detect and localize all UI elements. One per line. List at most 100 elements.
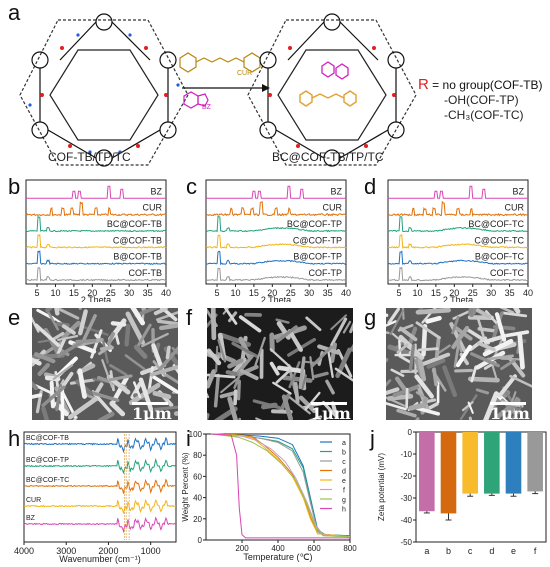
- sem-grain: [134, 308, 160, 318]
- sem-grain: [325, 379, 335, 395]
- y-tick-label: -40: [400, 516, 412, 525]
- panel-label-a: a: [8, 0, 21, 25]
- y-axis-label: Zeta potential (mV): [377, 453, 386, 521]
- y-tick-label: 80: [193, 451, 202, 460]
- legend-label: f: [343, 488, 345, 495]
- x-tick-label: 10: [230, 288, 240, 298]
- sem-grain: [455, 344, 473, 368]
- sem-grain: [414, 374, 434, 399]
- xrd-trace-cur: [25, 201, 167, 217]
- sem-grain: [72, 416, 78, 420]
- sem-grain: [147, 366, 154, 392]
- sem-grain: [452, 325, 473, 341]
- sem-grain: [207, 348, 222, 366]
- sem-grain: [417, 355, 427, 382]
- sem-grain: [135, 323, 152, 349]
- series-label: BC@COF-TC: [468, 219, 524, 229]
- series-label: C@COF-TC: [474, 235, 524, 245]
- x-axis-label: Wavenumber (cm⁻¹): [59, 554, 140, 564]
- sem-grain: [415, 406, 441, 416]
- sem-grain: [305, 316, 322, 332]
- sem-grain: [67, 396, 98, 420]
- sem-grain: [37, 362, 50, 377]
- x-tick-label: 35: [143, 288, 153, 298]
- sem-grain: [157, 319, 178, 326]
- legend-label: b: [342, 450, 346, 457]
- sem-grain: [159, 323, 178, 331]
- sem-grain: [415, 321, 441, 340]
- sem-grain: [275, 318, 290, 324]
- sem-grain: [59, 387, 77, 419]
- tga-curve-b: [211, 433, 351, 537]
- cof-right-framework: [247, 13, 417, 167]
- sem-grain: [32, 393, 43, 399]
- cur-guest-in-pore: [299, 90, 357, 107]
- zeta-bar-e: [505, 432, 522, 494]
- x-axis-label: Temperature (℃): [243, 552, 312, 562]
- sem-grain: [130, 308, 146, 326]
- sem-grain: [111, 375, 129, 404]
- legend-label: h: [342, 507, 346, 514]
- sem-grain: [275, 368, 292, 384]
- sem-grain: [217, 338, 227, 363]
- y-tick-label: 0: [198, 536, 203, 545]
- y-tick-label: 40: [193, 494, 202, 503]
- sem-grain: [476, 341, 496, 352]
- legend-label: e: [342, 478, 346, 485]
- sem-grain: [330, 317, 348, 347]
- x-tick-label: 15: [249, 288, 259, 298]
- sem-grain: [34, 323, 61, 348]
- x-axis-label: 2 Theta: [81, 295, 111, 302]
- ftir-trace: [23, 498, 176, 514]
- sem-grain: [231, 341, 259, 358]
- sem-grain: [500, 311, 528, 318]
- sem-grain: [153, 405, 178, 411]
- sem-grain: [55, 321, 70, 328]
- panel-label-d: d: [364, 174, 377, 199]
- sem-grain: [41, 406, 50, 420]
- sem-grain: [298, 356, 306, 390]
- legend-label: a: [342, 440, 346, 447]
- sem-grain: [330, 314, 348, 331]
- sem-grain: [490, 311, 504, 343]
- sem-grain: [213, 373, 221, 408]
- sem-grain: [517, 333, 525, 370]
- y-tick-label: 20: [193, 515, 202, 524]
- sem-grain: [426, 358, 446, 369]
- y-tick-label: -20: [400, 472, 412, 481]
- x-tick-label: 3000: [56, 546, 76, 556]
- sem-image-g: 1μm: [386, 308, 532, 420]
- sem-grain: [501, 386, 521, 415]
- sem-grain: [512, 308, 521, 314]
- legend-label: d: [342, 469, 346, 476]
- sem-grain: [165, 345, 171, 360]
- tga-curve-c: [211, 433, 351, 538]
- sem-grain: [309, 356, 315, 381]
- sem-grain: [124, 354, 146, 371]
- panel-label-f: f: [186, 305, 193, 330]
- sem-grain: [396, 408, 417, 418]
- xrd-trace-bc-at-cof-tb: [25, 215, 167, 233]
- sem-grain: [158, 345, 178, 371]
- sem-grain: [482, 338, 514, 357]
- cur-tag: CUR: [237, 70, 253, 77]
- sem-grain: [415, 391, 429, 401]
- xrd-trace-bz: [26, 185, 166, 199]
- r-line3: -CH₃(COF-TC): [444, 108, 524, 122]
- series-label: C@COF-TP: [293, 235, 342, 245]
- y-tick-label: -30: [400, 494, 412, 503]
- panel-label-g: g: [364, 305, 377, 330]
- x-tick-label: 10: [412, 288, 422, 298]
- sem-grain: [220, 376, 241, 394]
- cur-molecule: [179, 52, 261, 73]
- sem-grain: [417, 347, 439, 352]
- series-label: BZ: [512, 186, 524, 196]
- tga-curve-d: [211, 433, 351, 538]
- x-tick-label: c: [468, 546, 473, 556]
- sem-grain: [392, 385, 419, 398]
- sem-grain: [77, 368, 87, 399]
- scale-label-e: 1μm: [132, 404, 172, 420]
- x-tick-label: 20: [449, 288, 459, 298]
- series-label: BZ: [26, 515, 36, 522]
- sem-grain: [470, 352, 500, 368]
